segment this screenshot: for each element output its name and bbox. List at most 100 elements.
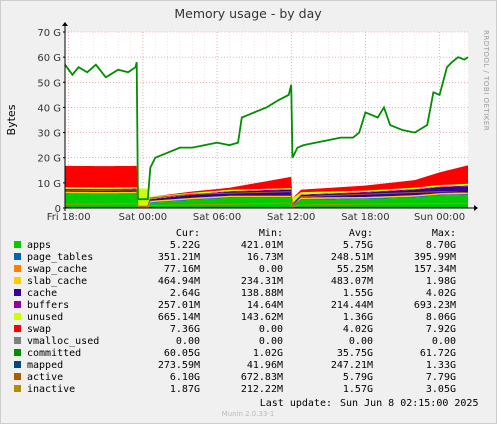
- legend-row-unused: unused 665.14M 143.62M 1.36G 8.06G: [14, 312, 456, 323]
- legend-value: 1.98G: [426, 276, 456, 287]
- legend-row-apps: apps 5.22G 421.01M 5.75G 8.70G: [14, 240, 456, 251]
- legend: apps 5.22G 421.01M 5.75G 8.70G page_tables 351…: [14, 240, 456, 395]
- line-inactive: [64, 202, 468, 208]
- legend-label: swap: [27, 324, 51, 335]
- x-axis-arrow: [474, 205, 478, 211]
- legend-label: buffers: [27, 300, 69, 311]
- y-tick-label: 0: [55, 204, 61, 215]
- legend-label: slab_cache: [27, 276, 87, 287]
- legend-value: 4.02G: [426, 288, 456, 299]
- last-update-value: Sun Jun 8 02:15:00 2025: [340, 398, 478, 409]
- x-tick-label: Sat 06:00: [193, 212, 241, 223]
- y-axis-arrow: [62, 22, 68, 26]
- legend-value: 143.62M: [241, 312, 283, 323]
- area-unused: [65, 183, 468, 207]
- line-committed: [64, 56, 469, 201]
- legend-swatch: [14, 301, 21, 308]
- legend-swatch: [14, 313, 21, 320]
- legend-label: apps: [27, 240, 51, 251]
- legend-value: 7.92G: [426, 324, 456, 335]
- legend-row-swap: swap 7.36G 0.00 4.02G 7.92G: [14, 324, 456, 335]
- x-tick-label: Sat 12:00: [267, 212, 315, 223]
- legend-row-buffers: buffers 257.01M 14.64M 214.44M 693.23M: [14, 300, 456, 311]
- legend-column-header: Avg:: [349, 228, 373, 239]
- legend-swatch: [14, 385, 21, 392]
- y-axis-label: Bytes: [5, 104, 18, 135]
- legend-value: 483.07M: [331, 276, 373, 287]
- last-update-label: Last update:: [260, 398, 332, 409]
- legend-swatch: [14, 325, 21, 332]
- legend-label: mapped: [27, 360, 63, 371]
- legend-value: 273.59M: [158, 360, 200, 371]
- legend-value: 138.88M: [241, 288, 283, 299]
- legend-value: 464.94M: [158, 276, 200, 287]
- y-tick-label: 30 G: [37, 129, 61, 140]
- legend-label: active: [27, 372, 63, 383]
- area-swap: [65, 165, 468, 199]
- legend-value: 1.57G: [343, 384, 373, 395]
- legend-value: 8.06G: [426, 312, 456, 323]
- legend-swatch: [14, 349, 21, 356]
- legend-value: 2.64G: [170, 288, 200, 299]
- legend-value: 5.79G: [343, 372, 373, 383]
- legend-value: 41.96M: [247, 360, 283, 371]
- legend-swatch: [14, 373, 21, 380]
- x-tick-label: Sat 00:00: [119, 212, 167, 223]
- legend-row-slab_cache: slab_cache 464.94M 234.31M 483.07M 1.98G: [14, 276, 456, 287]
- legend-column-header: Cur:: [176, 228, 200, 239]
- legend-value: 7.36G: [170, 324, 200, 335]
- legend-value: 693.23M: [414, 300, 456, 311]
- legend-value: 1.02G: [253, 348, 283, 359]
- legend-value: 8.70G: [426, 240, 456, 251]
- legend-value: 212.22M: [241, 384, 283, 395]
- legend-value: 234.31M: [241, 276, 283, 287]
- x-tick-label: Sat 18:00: [341, 212, 389, 223]
- legend-value: 0.00: [259, 264, 283, 275]
- legend-row-swap_cache: swap_cache 77.16M 0.00 55.25M 157.34M: [14, 264, 456, 275]
- legend-value: 351.21M: [158, 252, 200, 263]
- legend-value: 247.21M: [331, 360, 373, 371]
- legend-value: 16.73M: [247, 252, 283, 263]
- area-apps: [65, 193, 468, 208]
- y-tick-labels: 0 10 G 20 G 30 G 40 G 50 G 60 G 70 G: [37, 28, 65, 215]
- line-active: [65, 189, 469, 208]
- rrdtool-watermark: RRDTOOL / TOBI OETIKER: [482, 30, 490, 131]
- legend-value: 665.14M: [158, 312, 200, 323]
- y-tick-label: 40 G: [37, 103, 61, 114]
- legend-value: 14.64M: [247, 300, 283, 311]
- legend-value: 157.34M: [414, 264, 456, 275]
- line-mapped: [65, 206, 468, 209]
- legend-value: 0.00: [259, 336, 283, 347]
- series-lines: [64, 56, 469, 209]
- legend-value: 0.00: [176, 336, 200, 347]
- legend-value: 4.02G: [343, 324, 373, 335]
- y-tick-label: 10 G: [37, 179, 61, 190]
- y-tick-label: 50 G: [37, 78, 61, 89]
- legend-label: page_tables: [27, 252, 93, 263]
- x-tick-label: Fri 18:00: [47, 212, 91, 223]
- legend-label: unused: [27, 312, 63, 323]
- legend-value: 0.00: [349, 336, 373, 347]
- legend-row-inactive: inactive 1.87G 212.22M 1.57G 3.05G: [14, 384, 456, 395]
- legend-row-page_tables: page_tables 351.21M 16.73M 248.51M 395.99M: [14, 252, 456, 263]
- legend-value: 61.72G: [420, 348, 456, 359]
- legend-value: 7.79G: [426, 372, 456, 383]
- legend-value: 248.51M: [331, 252, 373, 263]
- legend-row-active: active 6.10G 672.83M 5.79G 7.79G: [14, 372, 456, 383]
- legend-value: 395.99M: [414, 252, 456, 263]
- legend-swatch: [14, 289, 21, 296]
- legend-header: Cur: Min: Avg: Max:: [176, 228, 456, 239]
- munin-version: Munin 2.0.33-1: [222, 410, 275, 418]
- legend-label: cache: [27, 288, 57, 299]
- legend-value: 1.33G: [426, 360, 456, 371]
- chart-title: Memory usage - by day: [174, 6, 322, 21]
- legend-value: 1.87G: [170, 384, 200, 395]
- y-tick-label: 20 G: [37, 154, 61, 165]
- legend-row-cache: cache 2.64G 138.88M 1.55G 4.02G: [14, 288, 456, 299]
- legend-value: 35.75G: [337, 348, 373, 359]
- legend-value: 214.44M: [331, 300, 373, 311]
- legend-value: 0.00: [432, 336, 456, 347]
- legend-value: 5.75G: [343, 240, 373, 251]
- legend-label: inactive: [27, 384, 75, 395]
